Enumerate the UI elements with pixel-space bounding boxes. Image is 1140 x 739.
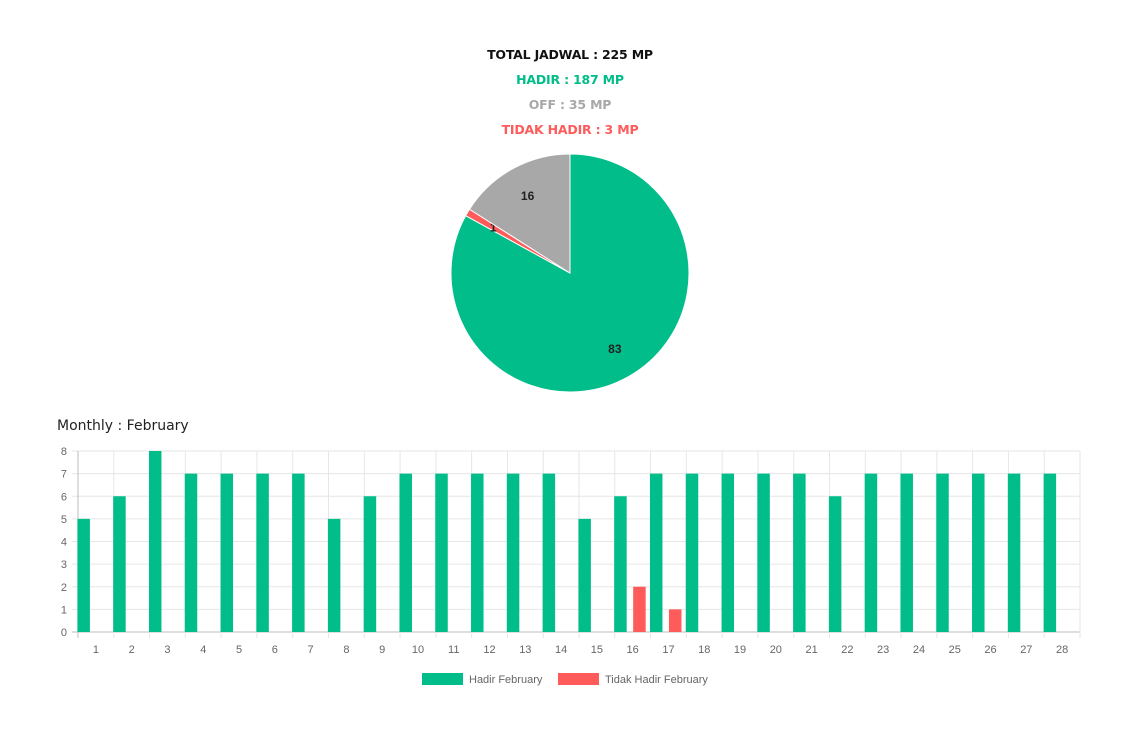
- absent-label: TIDAK HADIR : 3 MP: [501, 122, 639, 137]
- y-tick-label: 3: [61, 559, 67, 571]
- present-label: HADIR : 187 MP: [516, 72, 624, 87]
- y-tick-label: 8: [61, 446, 67, 458]
- x-tick-label: 7: [308, 644, 314, 656]
- legend-label-tidak-hadir: Tidak Hadir February: [605, 674, 708, 686]
- bar-hadir: [77, 518, 90, 632]
- bar-hadir: [399, 473, 412, 632]
- bar-hadir: [435, 473, 448, 632]
- x-tick-label: 23: [877, 644, 889, 656]
- x-tick-label: 15: [591, 644, 603, 656]
- y-tick-label: 2: [61, 582, 67, 594]
- monthly-chart-title: Monthly : February: [57, 418, 189, 434]
- bar-hadir: [828, 496, 842, 632]
- x-tick-label: 18: [698, 644, 710, 656]
- x-tick-label: 4: [200, 644, 206, 656]
- bar-hadir: [649, 473, 663, 632]
- x-tick-label: 6: [272, 644, 278, 656]
- pie-slice-off: [468, 153, 571, 274]
- bar-hadir: [471, 473, 484, 632]
- x-tick-label: 10: [412, 644, 424, 656]
- y-tick-label: 5: [61, 514, 67, 526]
- x-tick-label: 24: [913, 644, 925, 656]
- bar-hadir: [292, 473, 305, 632]
- x-tick-label: 20: [770, 644, 782, 656]
- bar-hadir: [721, 473, 735, 632]
- x-tick-label: 11: [448, 644, 459, 656]
- bar-hadir: [363, 496, 377, 632]
- x-tick-label: 14: [555, 644, 567, 656]
- bar-tidak-hadir: [633, 586, 646, 632]
- pie-label-hadir: 83: [608, 342, 622, 356]
- bar-hadir: [184, 473, 198, 632]
- bar-hadir: [614, 496, 627, 632]
- bar-hadir: [220, 473, 234, 632]
- x-tick-label: 28: [1056, 644, 1068, 656]
- x-tick-label: 8: [343, 644, 349, 656]
- x-tick-label: 25: [949, 644, 961, 656]
- pie-label-off: 16: [521, 189, 535, 203]
- bar-hadir: [327, 518, 341, 632]
- bar-hadir: [793, 473, 806, 632]
- total-schedule-label: TOTAL JADWAL : 225 MP: [487, 47, 653, 62]
- x-tick-label: 1: [93, 644, 99, 656]
- y-tick-label: 1: [61, 604, 67, 616]
- x-tick-label: 5: [236, 644, 242, 656]
- bar-hadir: [148, 451, 162, 632]
- pie-label-tidak-hadir: 1: [490, 221, 497, 235]
- y-tick-label: 6: [61, 491, 67, 503]
- attendance-summary: TOTAL JADWAL : 225 MP HADIR : 187 MP OFF…: [0, 42, 1140, 142]
- x-tick-label: 3: [164, 644, 170, 656]
- legend-swatch-hadir: [422, 673, 463, 685]
- bar-hadir: [757, 473, 770, 632]
- y-tick-label: 7: [61, 469, 67, 481]
- x-tick-label: 22: [841, 644, 853, 656]
- legend-label-hadir: Hadir February: [469, 674, 543, 686]
- legend-swatch-tidak-hadir: [558, 673, 599, 685]
- bar-hadir: [506, 473, 520, 632]
- off-label: OFF : 35 MP: [528, 97, 612, 112]
- x-tick-label: 27: [1020, 644, 1032, 656]
- x-tick-label: 26: [984, 644, 996, 656]
- bar-hadir: [685, 473, 699, 632]
- y-tick-label: 0: [61, 627, 67, 639]
- x-tick-label: 17: [662, 644, 674, 656]
- bar-hadir: [972, 473, 985, 632]
- bar-hadir: [900, 473, 913, 632]
- bar-hadir: [113, 496, 126, 632]
- bar-hadir: [542, 473, 556, 632]
- x-tick-label: 19: [734, 644, 746, 656]
- attendance-pie-chart: 83 1 16: [450, 153, 690, 393]
- x-tick-label: 9: [379, 644, 385, 656]
- bar-hadir: [256, 473, 269, 632]
- bar-tidak-hadir: [668, 609, 682, 632]
- x-tick-label: 12: [483, 644, 495, 656]
- bar-hadir: [578, 518, 591, 632]
- x-tick-label: 16: [627, 644, 639, 656]
- x-tick-label: 21: [805, 644, 817, 656]
- x-tick-label: 13: [519, 644, 531, 656]
- bar-hadir: [1007, 473, 1021, 632]
- bar-hadir: [936, 473, 949, 632]
- x-tick-label: 2: [129, 644, 135, 656]
- bar-hadir: [864, 473, 878, 632]
- bar-hadir: [1043, 473, 1057, 632]
- y-tick-label: 4: [61, 537, 67, 549]
